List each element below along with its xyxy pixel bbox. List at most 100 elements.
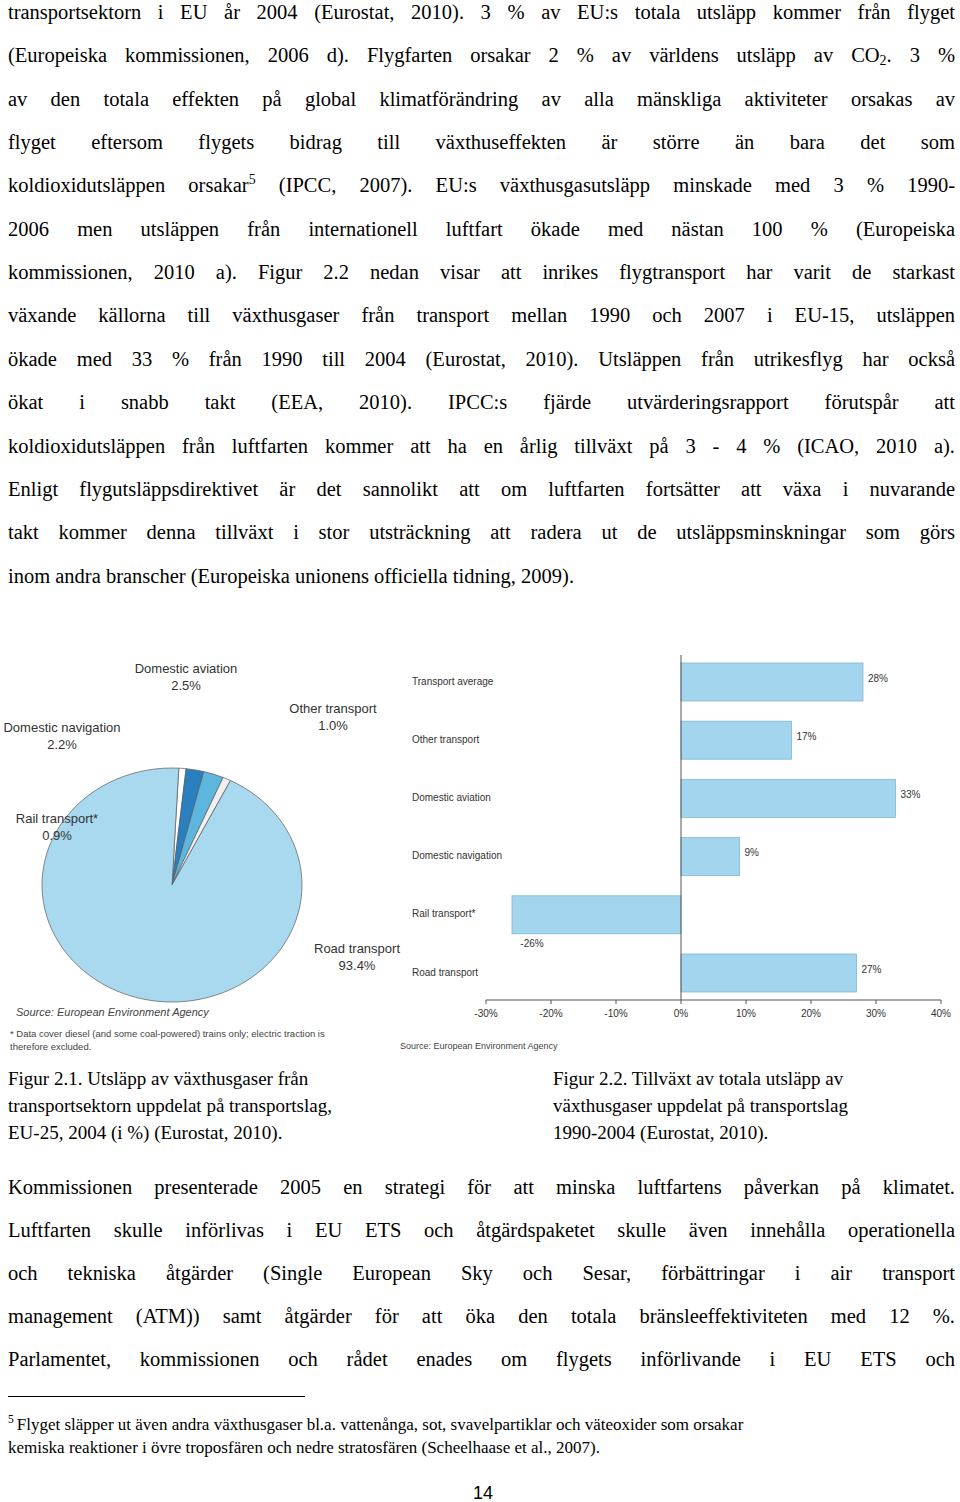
bar — [681, 779, 896, 817]
text-run: . 3 % — [887, 44, 955, 66]
text-line: kommissionen, 2010 a). Figur 2.2 nedan v… — [8, 259, 955, 285]
pie-slice — [42, 768, 302, 1002]
text-run: Luftfarten skulle införlivas i EU ETS oc… — [8, 1219, 955, 1241]
text-run: ökade med 33 % från 1990 till 2004 (Euro… — [8, 348, 955, 370]
pie-value-label: 2.5% — [171, 678, 201, 693]
data-label: 17% — [797, 731, 817, 742]
text-line: inom andra branscher (Europeiska unionen… — [8, 563, 955, 589]
subscript: 2 — [880, 54, 887, 69]
text-run: Parlamentet, kommissionen och rådet enad… — [8, 1348, 955, 1370]
text-line: 2006 men utsläppen från internationell l… — [8, 216, 955, 242]
text-run: koldioxidutsläppen från luftfarten komme… — [8, 435, 955, 457]
bars — [512, 663, 896, 992]
category-label: Road transport — [412, 967, 478, 978]
text-line: 5Flyget släpper ut även andra växthusgas… — [8, 1414, 948, 1436]
category-label: Domestic aviation — [412, 792, 491, 803]
bar — [681, 838, 740, 876]
text-run: Kommissionen presenterade 2005 en strate… — [8, 1176, 955, 1198]
text-run: växthusgaser uppdelat på transportslag — [553, 1095, 848, 1116]
text-line: växande källorna till växthusgaser från … — [8, 302, 955, 328]
figures-canvas: Rail transport*0.9%Domestic navigation2.… — [0, 0, 960, 1502]
text-run: Figur 2.2. Tillväxt av totala utsläpp av — [553, 1068, 843, 1089]
text-run: transportsektorn i EU år 2004 (Eurostat,… — [8, 1, 955, 23]
text-line: av den totala effekten på global klimatf… — [8, 86, 955, 112]
bar-chart: -30% -20% -10% 0% 10% 20% 30% 40% Transport aver… — [400, 655, 951, 1051]
pie-value-label: 2.2% — [47, 737, 77, 752]
x-tick — [551, 1000, 552, 1004]
text-run: kommissionen, 2010 a). Figur 2.2 nedan v… — [8, 261, 955, 283]
bar-annotation: Source: European Environment Agency — [400, 1041, 558, 1051]
data-label: 28% — [868, 673, 888, 684]
footnote-separator — [8, 1396, 305, 1397]
text-line: växthusgaser uppdelat på transportslag — [553, 1094, 953, 1118]
page-body: transportsektorn i EU år 2004 (Eurostat,… — [0, 0, 960, 1502]
pie-label: Domestic aviation — [135, 661, 238, 676]
text-line: ökade med 33 % från 1990 till 2004 (Euro… — [8, 346, 955, 372]
text-run: management (ATM)) samt åtgärder för att … — [8, 1305, 955, 1327]
text-run: växande källorna till växthusgaser från … — [8, 304, 955, 326]
pie-value-label: 93.4% — [339, 958, 376, 973]
category-label: Rail transport* — [412, 908, 475, 919]
x-tick-label: -30% — [474, 1008, 497, 1019]
x-tick-label: 0% — [674, 1008, 689, 1019]
x-tick-label: -20% — [539, 1008, 562, 1019]
x-tick — [876, 1000, 877, 1004]
data-label: 27% — [862, 964, 882, 975]
text-line: 1990-2004 (Eurostat, 2010). — [553, 1121, 953, 1145]
pie-annotation: Source: European Environment Agency — [16, 1006, 210, 1018]
superscript: 5 — [249, 172, 256, 187]
text-run: flyget eftersom flygets bidrag till växt… — [8, 131, 955, 153]
text-run: transportsektorn uppdelat på transportsl… — [8, 1095, 332, 1116]
page-number: 14 — [443, 1481, 523, 1502]
zero-line — [681, 655, 682, 1000]
category-label: Other transport — [412, 734, 479, 745]
text-line: Figur 2.1. Utsläpp av växthusgaser från — [8, 1067, 408, 1091]
data-label: 9% — [745, 847, 760, 858]
text-run: Enligt flygutsläppsdirektivet är det san… — [8, 478, 955, 500]
data-label: -26% — [520, 938, 543, 949]
text-line: Enligt flygutsläppsdirektivet är det san… — [8, 476, 955, 502]
superscript: 5 — [8, 1413, 14, 1426]
pie-label: Other transport — [289, 701, 377, 716]
text-run: Flyget släpper ut även andra växthusgase… — [17, 1415, 744, 1434]
text-run: koldioxidutsläppen orsakar — [8, 174, 249, 196]
text-line: takt kommer denna tillväxt i stor utsträ… — [8, 519, 955, 545]
pie-value-label: 1.0% — [318, 718, 348, 733]
x-tick-label: 20% — [801, 1008, 821, 1019]
text-run: ökat i snabb takt (EEA, 2010). IPCC:s fj… — [8, 391, 955, 413]
bar — [681, 663, 863, 701]
pie-annotation: therefore excluded. — [10, 1041, 91, 1052]
bar — [681, 721, 792, 759]
text-run: takt kommer denna tillväxt i stor utsträ… — [8, 521, 955, 543]
text-run: kemiska reaktioner i övre troposfären oc… — [8, 1438, 600, 1457]
text-run: (IPCC, 2007). EU:s växthusgasutsläpp min… — [256, 174, 955, 196]
x-tick-label: 40% — [931, 1008, 951, 1019]
text-line: kemiska reaktioner i övre troposfären oc… — [8, 1437, 948, 1459]
pie-annotation: * Data cover diesel (and some coal-power… — [10, 1028, 325, 1039]
text-line: och tekniska åtgärder (Single European S… — [8, 1260, 955, 1286]
text-line: flyget eftersom flygets bidrag till växt… — [8, 129, 955, 155]
bar — [512, 896, 681, 934]
x-tick — [746, 1000, 747, 1004]
category-label: Transport average — [412, 676, 494, 687]
page: transportsektorn i EU år 2004 (Eurostat,… — [0, 0, 960, 1502]
x-tick — [941, 1000, 942, 1004]
text-run: Figur 2.1. Utsläpp av växthusgaser från — [8, 1068, 308, 1089]
text-line: Parlamentet, kommissionen och rådet enad… — [8, 1346, 955, 1372]
text-line: koldioxidutsläppen orsakar5 (IPCC, 2007)… — [8, 172, 955, 198]
text-line: (Europeiska kommissionen, 2006 d). Flygf… — [8, 42, 955, 68]
x-tick — [616, 1000, 617, 1004]
x-tick-label: -10% — [604, 1008, 627, 1019]
pie-chart: Rail transport*0.9%Domestic navigation2.… — [3, 661, 400, 1051]
x-tick-label: 10% — [736, 1008, 756, 1019]
data-label: 33% — [901, 789, 921, 800]
text-line: Figur 2.2. Tillväxt av totala utsläpp av — [553, 1067, 953, 1091]
x-tick-label: 30% — [866, 1008, 886, 1019]
text-run: (Europeiska kommissionen, 2006 d). Flygf… — [8, 44, 880, 66]
x-tick — [486, 1000, 487, 1004]
pie-label: Rail transport* — [16, 811, 98, 826]
text-line: Luftfarten skulle införlivas i EU ETS oc… — [8, 1217, 955, 1243]
text-line: ökat i snabb takt (EEA, 2010). IPCC:s fj… — [8, 389, 955, 415]
x-tick — [681, 1000, 682, 1004]
text-run: och tekniska åtgärder (Single European S… — [8, 1262, 955, 1284]
